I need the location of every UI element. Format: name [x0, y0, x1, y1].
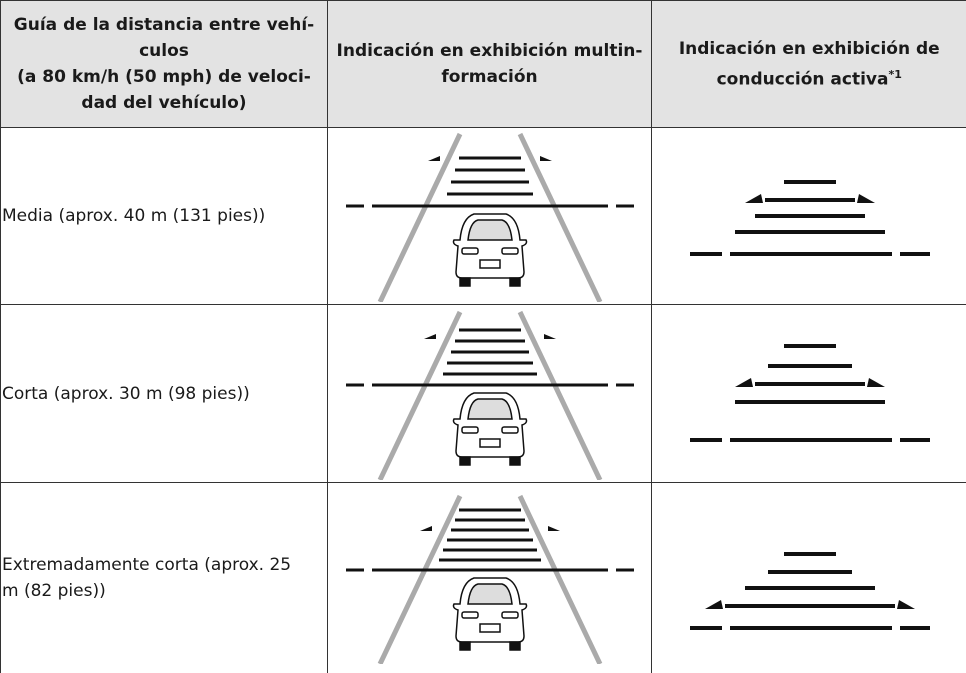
car-plate [479, 437, 501, 448]
arrow-mark [857, 194, 875, 203]
road-edge [377, 310, 463, 480]
distance-label: Corta (aprox. 30 m (98 pies)) [0, 304, 328, 483]
table-row: Media (aprox. 40 m (131 pies)) [0, 127, 966, 305]
car-window [467, 583, 513, 605]
illustration [346, 310, 634, 480]
header-line: conducción activa [716, 69, 889, 90]
table-row: Extremadamente corta (aprox. 25 m (82 pi… [0, 482, 966, 673]
car-wheel [459, 641, 471, 651]
car-window [467, 219, 513, 241]
header-line: Indicación en exhibición multin- [336, 41, 643, 61]
car-lamp [501, 247, 519, 255]
car-window [467, 397, 513, 420]
distance-label: Media (aprox. 40 m (131 pies)) [0, 127, 328, 305]
car-wheel [509, 455, 521, 466]
header-cell: Indicación en exhibición de conducción ac… [651, 0, 966, 128]
header-line: Guía de la distancia entre vehí- [13, 15, 315, 35]
header-line: culos [139, 41, 189, 61]
illustration [690, 343, 930, 442]
arrow-mark [897, 599, 915, 609]
multi-info-illustration [327, 127, 652, 305]
arrow-mark [867, 377, 885, 387]
car-wheel [459, 277, 471, 287]
car-wheel [509, 277, 521, 287]
road-edge [377, 132, 463, 302]
distance-label: Extremadamente corta (aprox. 25 m (82 pi… [0, 482, 328, 673]
car-plate [479, 259, 501, 269]
road-edge [517, 132, 603, 302]
header-row: Guía de la distancia entre vehí-culos (a … [0, 0, 966, 128]
road-edge [517, 494, 603, 664]
active-display-illustration [651, 127, 966, 305]
arrow-mark [428, 156, 440, 161]
header-line: Indicación en exhibición de [678, 38, 940, 59]
header-line: dad del vehículo) [81, 93, 247, 113]
header-cell: Guía de la distancia entre vehí-culos (a … [0, 0, 328, 128]
illustration [346, 132, 634, 302]
arrow-mark [745, 194, 763, 203]
arrow-mark [548, 525, 560, 531]
illustration [690, 180, 930, 256]
car-plate [479, 623, 501, 633]
car-icon [452, 213, 528, 287]
car-wheel [459, 455, 471, 466]
arrow-mark [420, 525, 432, 531]
car-lamp [501, 611, 519, 619]
multi-info-illustration [327, 304, 652, 483]
footnote-ref: *1 [888, 67, 902, 81]
car-lamp [461, 247, 479, 255]
car-icon [452, 391, 528, 466]
road-edge [377, 494, 463, 664]
car-icon [452, 577, 528, 651]
road-edge [517, 310, 603, 480]
active-display-illustration [651, 482, 966, 673]
arrow-mark [705, 599, 723, 609]
car-wheel [509, 641, 521, 651]
header-cell: Indicación en exhibición multin-formació… [327, 0, 652, 128]
header-line: formación [441, 67, 538, 87]
multi-info-illustration [327, 482, 652, 673]
header-line: (a 80 km/h (50 mph) de veloci- [17, 67, 311, 87]
table-row: Corta (aprox. 30 m (98 pies)) [0, 304, 966, 483]
illustration [690, 551, 930, 630]
arrow-mark [540, 156, 552, 161]
active-display-illustration [651, 304, 966, 483]
car-lamp [461, 425, 479, 434]
car-lamp [501, 425, 519, 434]
arrow-mark [544, 333, 556, 339]
arrow-mark [424, 333, 436, 339]
illustration [346, 494, 634, 664]
car-lamp [461, 611, 479, 619]
arrow-mark [735, 377, 753, 387]
